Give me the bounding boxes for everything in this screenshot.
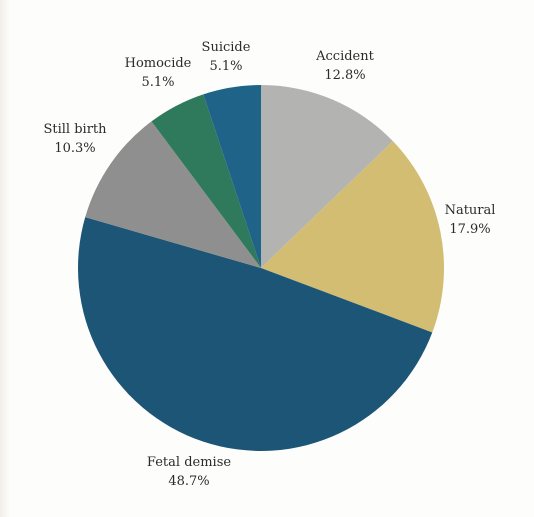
slice-percent-homocide: 5.1% xyxy=(141,75,174,90)
slice-label-natural: Natural xyxy=(445,203,496,218)
slice-percent-natural: 17.9% xyxy=(449,222,490,237)
slice-label-suicide: Suicide xyxy=(202,40,251,55)
slice-label-accident: Accident xyxy=(315,49,374,64)
pie-slices xyxy=(78,84,444,451)
pie-slice-suicide xyxy=(203,84,261,268)
page-edge-shadow xyxy=(0,0,10,517)
pie-slice-still-birth xyxy=(85,121,261,268)
pie-slice-fetal-demise xyxy=(78,217,433,451)
pie-slice-accident xyxy=(261,85,393,268)
slice-label-fetal-demise: Fetal demise xyxy=(147,455,231,470)
slice-label-homocide: Homocide xyxy=(125,56,192,71)
pie-slice-natural xyxy=(261,141,444,333)
slice-label-still-birth: Still birth xyxy=(43,122,107,137)
pie-slice-homocide xyxy=(151,94,261,268)
pie-labels: Accident 12.8% Natural 17.9% Fetal demise 48.… xyxy=(43,40,495,489)
slice-percent-accident: 12.8% xyxy=(324,68,365,83)
slice-percent-still-birth: 10.3% xyxy=(54,141,95,156)
slice-percent-suicide: 5.1% xyxy=(209,59,242,74)
slice-percent-fetal-demise: 48.7% xyxy=(168,474,209,489)
